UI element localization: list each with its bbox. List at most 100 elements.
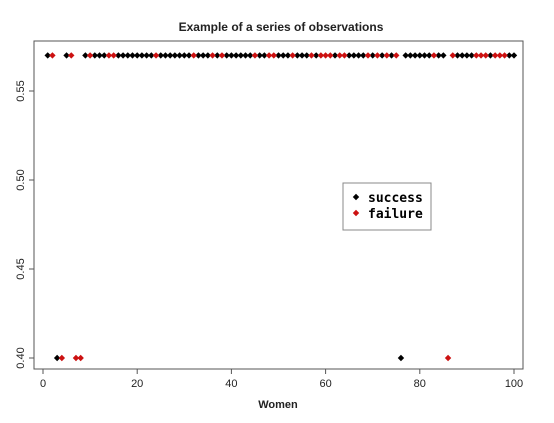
data-point-failure [58, 354, 66, 362]
data-point-success [360, 52, 367, 59]
data-point-success [162, 52, 169, 59]
data-point-failure [444, 354, 452, 362]
data-point-success [171, 52, 179, 59]
data-point-success [397, 354, 405, 362]
data-point-success [407, 52, 414, 59]
data-point-success [506, 52, 513, 59]
data-point-success [91, 52, 99, 59]
data-point-success [63, 52, 70, 59]
data-point-success [402, 52, 409, 59]
data-point-success [195, 52, 202, 59]
data-point-failure [336, 52, 343, 59]
x-tick-label: 100 [505, 378, 523, 390]
data-point-failure [68, 52, 75, 59]
x-axis-label: Women [258, 399, 298, 411]
y-tick-label: 0.50 [15, 169, 27, 190]
data-point-success [181, 52, 188, 59]
data-point-success [369, 52, 376, 59]
data-point-success [176, 52, 183, 59]
data-point-success [298, 52, 306, 59]
data-point-success [378, 52, 386, 59]
data-point-success [124, 52, 131, 59]
data-point-success [303, 52, 310, 59]
data-point-success [129, 52, 136, 59]
data-point-failure [152, 52, 160, 59]
data-point-success [237, 52, 245, 59]
data-point-failure [105, 52, 113, 59]
data-point-failure [289, 52, 296, 59]
legend-label-success: success [368, 191, 423, 206]
data-point-success [421, 52, 428, 59]
data-point-failure [72, 354, 80, 362]
data-point-success [185, 52, 193, 59]
x-tick-label: 0 [40, 378, 46, 390]
data-point-success [440, 52, 447, 59]
data-point-success [345, 52, 353, 59]
data-point-success [157, 52, 164, 59]
data-point-failure [482, 52, 489, 59]
data-point-failure [364, 52, 372, 59]
data-point-failure [190, 52, 197, 59]
data-point-success [44, 52, 51, 59]
data-point-failure [473, 52, 480, 59]
data-point-success [411, 52, 419, 59]
data-point-success [487, 52, 494, 59]
data-point-success [138, 52, 146, 59]
y-tick-label: 0.40 [15, 347, 27, 368]
data-point-success [143, 52, 150, 59]
data-point-success [256, 52, 263, 59]
data-point-success [463, 52, 471, 59]
data-point-success [82, 52, 89, 59]
data-point-success [426, 52, 433, 59]
legend-box [342, 182, 432, 231]
data-point-success [223, 52, 230, 59]
data-point-success [416, 52, 423, 59]
data-point-success [261, 52, 268, 59]
data-point-failure [341, 52, 348, 59]
data-point-failure [374, 52, 381, 59]
data-point-success [331, 52, 339, 59]
data-point-success [228, 52, 235, 59]
data-point-success [204, 52, 212, 59]
data-point-failure [209, 52, 216, 59]
data-point-failure [110, 52, 117, 59]
data-point-success [101, 52, 108, 59]
data-point-failure [218, 52, 226, 59]
data-point-failure [317, 52, 325, 59]
data-point-failure [322, 52, 329, 59]
data-point-failure [393, 52, 400, 59]
data-point-failure [49, 52, 56, 59]
data-point-success [388, 52, 395, 59]
legend-marker-failure [352, 209, 360, 217]
data-point-success [454, 52, 461, 59]
data-point-success [312, 52, 320, 59]
data-point-failure [86, 52, 94, 59]
x-tick-label: 20 [131, 378, 143, 390]
data-point-success [355, 52, 362, 59]
data-point-failure [501, 52, 508, 59]
data-point-failure [430, 52, 438, 59]
data-point-success [166, 52, 174, 59]
data-point-failure [327, 52, 334, 59]
data-point-success [214, 52, 221, 59]
legend-label-failure: failure [368, 207, 423, 222]
data-point-failure [491, 52, 499, 59]
data-point-success [435, 52, 442, 59]
data-point-success [468, 52, 475, 59]
y-axis: 0.40 0.45 0.50 0.55 [15, 80, 35, 369]
x-tick-label: 60 [319, 378, 331, 390]
data-point-success [96, 52, 103, 59]
plot-frame [33, 40, 524, 370]
data-points [44, 52, 518, 362]
data-point-success [134, 52, 141, 59]
data-point-success [148, 52, 155, 59]
data-point-success [232, 52, 240, 59]
data-point-failure [265, 52, 273, 59]
data-point-failure [77, 354, 84, 362]
data-point-success [247, 52, 254, 59]
data-point-failure [477, 52, 485, 59]
data-point-failure [270, 52, 277, 59]
data-point-failure [383, 52, 391, 59]
y-tick-label: 0.55 [15, 80, 27, 101]
